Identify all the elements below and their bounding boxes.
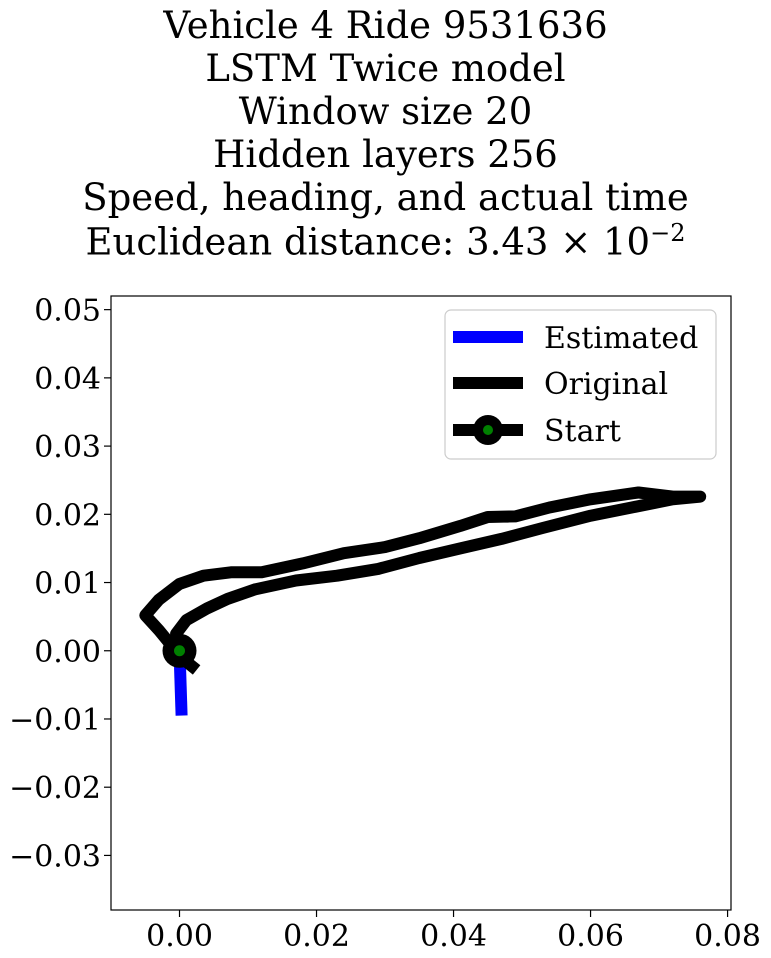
y-tick-label: −0.02 [9,771,101,806]
y-tick-label: 0.04 [34,362,101,397]
y-tick-label: −0.03 [9,839,101,874]
x-tick-label: 0.00 [146,919,213,954]
x-axis: 0.00 0.02 0.04 0.06 0.08 [146,910,761,954]
legend: Estimated Original Start [444,309,717,460]
legend-box [444,309,717,460]
chart-title-line-6: Euclidean distance: 3.43 × 10−2 [0,219,771,263]
chart-title-line-2: LSTM Twice model [205,47,566,90]
y-tick-label: 0.03 [34,430,101,465]
plot-frame [110,295,732,911]
y-axis: 0.05 0.04 0.03 0.02 0.01 0.00 −0.01 −0.02 −0.03 [9,294,111,874]
legend-label-estimated: Estimated [544,321,698,356]
x-tick-label: 0.02 [283,919,350,954]
y-tick-label: −0.01 [9,703,101,738]
euclidean-distance-exponent: −2 [650,219,686,247]
chart-title-line-5: Speed, heading, and actual time [82,176,689,219]
x-tick-label: 0.06 [557,919,624,954]
series-layer [139,486,707,716]
y-tick-label: 0.02 [34,498,101,533]
chart-title-line-3: Window size 20 [238,90,533,133]
chart-title-line-4: Hidden layers 256 [213,133,558,176]
original-line [139,486,707,675]
legend-swatch-start-dot [483,425,493,435]
chart-title-line-1: Vehicle 4 Ride 9531636 [163,4,608,47]
legend-label-original: Original [544,367,668,402]
y-tick-label: 0.01 [34,567,101,602]
y-tick-label: 0.05 [34,294,101,329]
start-marker-dot [174,645,186,657]
y-tick-label: 0.00 [34,635,101,670]
legend-label-start: Start [544,414,621,449]
x-tick-label: 0.08 [694,919,761,954]
euclidean-distance-text: Euclidean distance: 3.43 × 10 [85,220,651,264]
x-tick-label: 0.04 [420,919,487,954]
